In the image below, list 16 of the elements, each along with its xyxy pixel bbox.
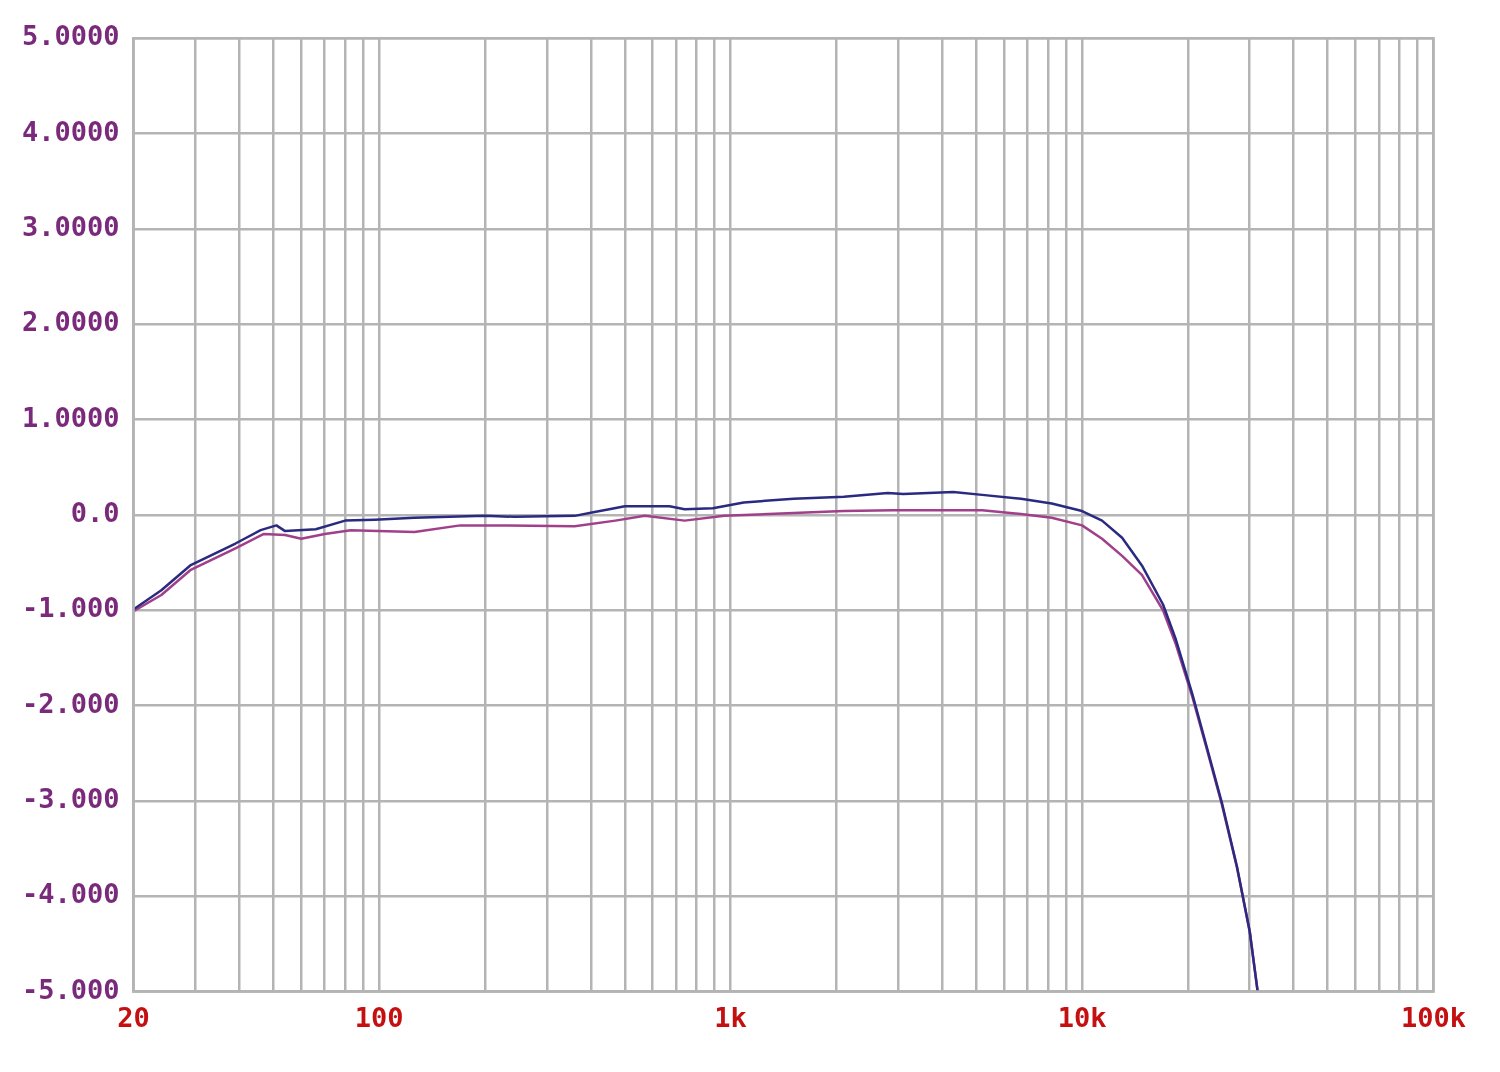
x-tick-label: 100k: [1400, 1001, 1466, 1033]
x-tick-label: 1k: [714, 1001, 747, 1033]
x-tick-label: 100: [354, 1001, 404, 1033]
x-tick-label: 10k: [1057, 1001, 1107, 1033]
y-tick-label: -3.000: [21, 782, 120, 814]
y-tick-label: 5.0000: [21, 20, 120, 52]
y-tick-label: -1.000: [21, 592, 120, 624]
y-tick-label: 3.0000: [21, 210, 120, 242]
x-tick-label: 20: [117, 1001, 150, 1033]
y-tick-label: -2.000: [21, 687, 120, 719]
y-tick-label: -4.000: [21, 878, 120, 910]
y-tick-label: 0.0: [70, 496, 120, 528]
y-tick-label: 2.0000: [21, 306, 120, 338]
y-tick-label: 1.0000: [21, 401, 120, 433]
y-tick-label: -5.000: [21, 973, 120, 1005]
y-tick-label: 4.0000: [21, 115, 120, 147]
